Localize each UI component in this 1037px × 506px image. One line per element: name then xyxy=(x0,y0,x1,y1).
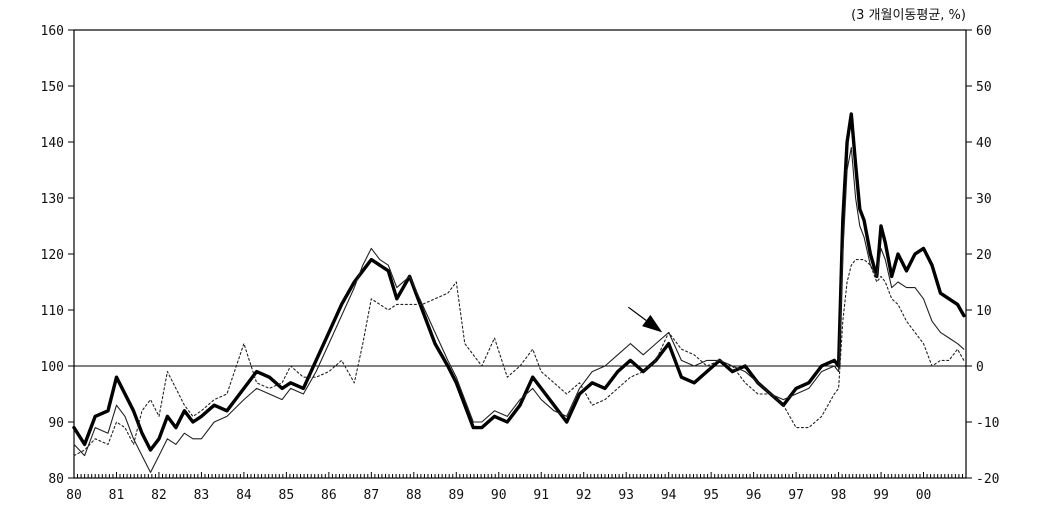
x-tick-label: 80 xyxy=(66,488,82,503)
x-tick-label: 91 xyxy=(533,488,549,503)
y-right-tick-label: 50 xyxy=(976,80,992,95)
annotations xyxy=(627,306,663,333)
x-tick-label: 89 xyxy=(448,488,464,503)
y-left-tick-label: 100 xyxy=(41,360,64,375)
y-left-tick-label: 150 xyxy=(41,80,64,95)
y-left-tick-label: 140 xyxy=(41,136,64,151)
x-tick-label: 90 xyxy=(491,488,507,503)
y-left-tick-label: 80 xyxy=(48,472,64,487)
x-tick-label: 82 xyxy=(151,488,167,503)
arrow-shaft xyxy=(627,306,647,321)
y-left-tick-label: 90 xyxy=(48,416,64,431)
x-tick-label: 88 xyxy=(406,488,422,503)
y-right-tick-label: 0 xyxy=(976,360,984,375)
y-right-tick-label: -10 xyxy=(976,416,999,431)
y-left-tick-label: 130 xyxy=(41,192,64,207)
x-tick-label: 93 xyxy=(618,488,634,503)
series-line-dotted xyxy=(73,259,965,457)
unit-note: (3 개월이동평균, %) xyxy=(851,8,966,23)
x-tick-label: 95 xyxy=(703,488,719,503)
y-left-ticks: 80 90 100 110 120 130 140 150 160 xyxy=(41,24,74,487)
x-tick-label: 85 xyxy=(279,488,295,503)
series-line-thin xyxy=(73,147,965,473)
series-lines xyxy=(72,112,966,473)
y-left-tick-label: 120 xyxy=(41,248,64,263)
y-right-tick-label: -20 xyxy=(976,472,999,487)
x-minor-ticks xyxy=(73,472,967,478)
x-tick-label: 00 xyxy=(916,488,932,503)
y-right-ticks: -20 -10 0 10 20 30 40 50 60 xyxy=(966,24,999,487)
x-tick-label: 87 xyxy=(364,488,380,503)
series-line-thick xyxy=(72,112,966,452)
x-ticks: 80 81 82 83 84 85 86 87 88 89 90 91 92 93 94 95 96 97 98 99… xyxy=(66,488,931,503)
x-tick-label: 83 xyxy=(194,488,210,503)
x-tick-label: 98 xyxy=(831,488,847,503)
y-right-tick-label: 60 xyxy=(976,24,992,39)
x-tick-label: 84 xyxy=(236,488,252,503)
x-tick-label: 92 xyxy=(576,488,592,503)
y-right-tick-label: 10 xyxy=(976,304,992,319)
y-left-tick-label: 160 xyxy=(41,24,64,39)
x-tick-label: 99 xyxy=(873,488,889,503)
y-right-tick-label: 20 xyxy=(976,248,992,263)
x-tick-label: 86 xyxy=(321,488,337,503)
y-right-tick-label: 30 xyxy=(976,192,992,207)
x-tick-label: 96 xyxy=(746,488,762,503)
y-right-tick-label: 40 xyxy=(976,136,992,151)
y-left-tick-label: 110 xyxy=(41,304,64,319)
x-tick-label: 97 xyxy=(788,488,804,503)
arrow-head xyxy=(642,314,663,333)
x-tick-label: 94 xyxy=(661,488,677,503)
x-tick-label: 81 xyxy=(109,488,125,503)
